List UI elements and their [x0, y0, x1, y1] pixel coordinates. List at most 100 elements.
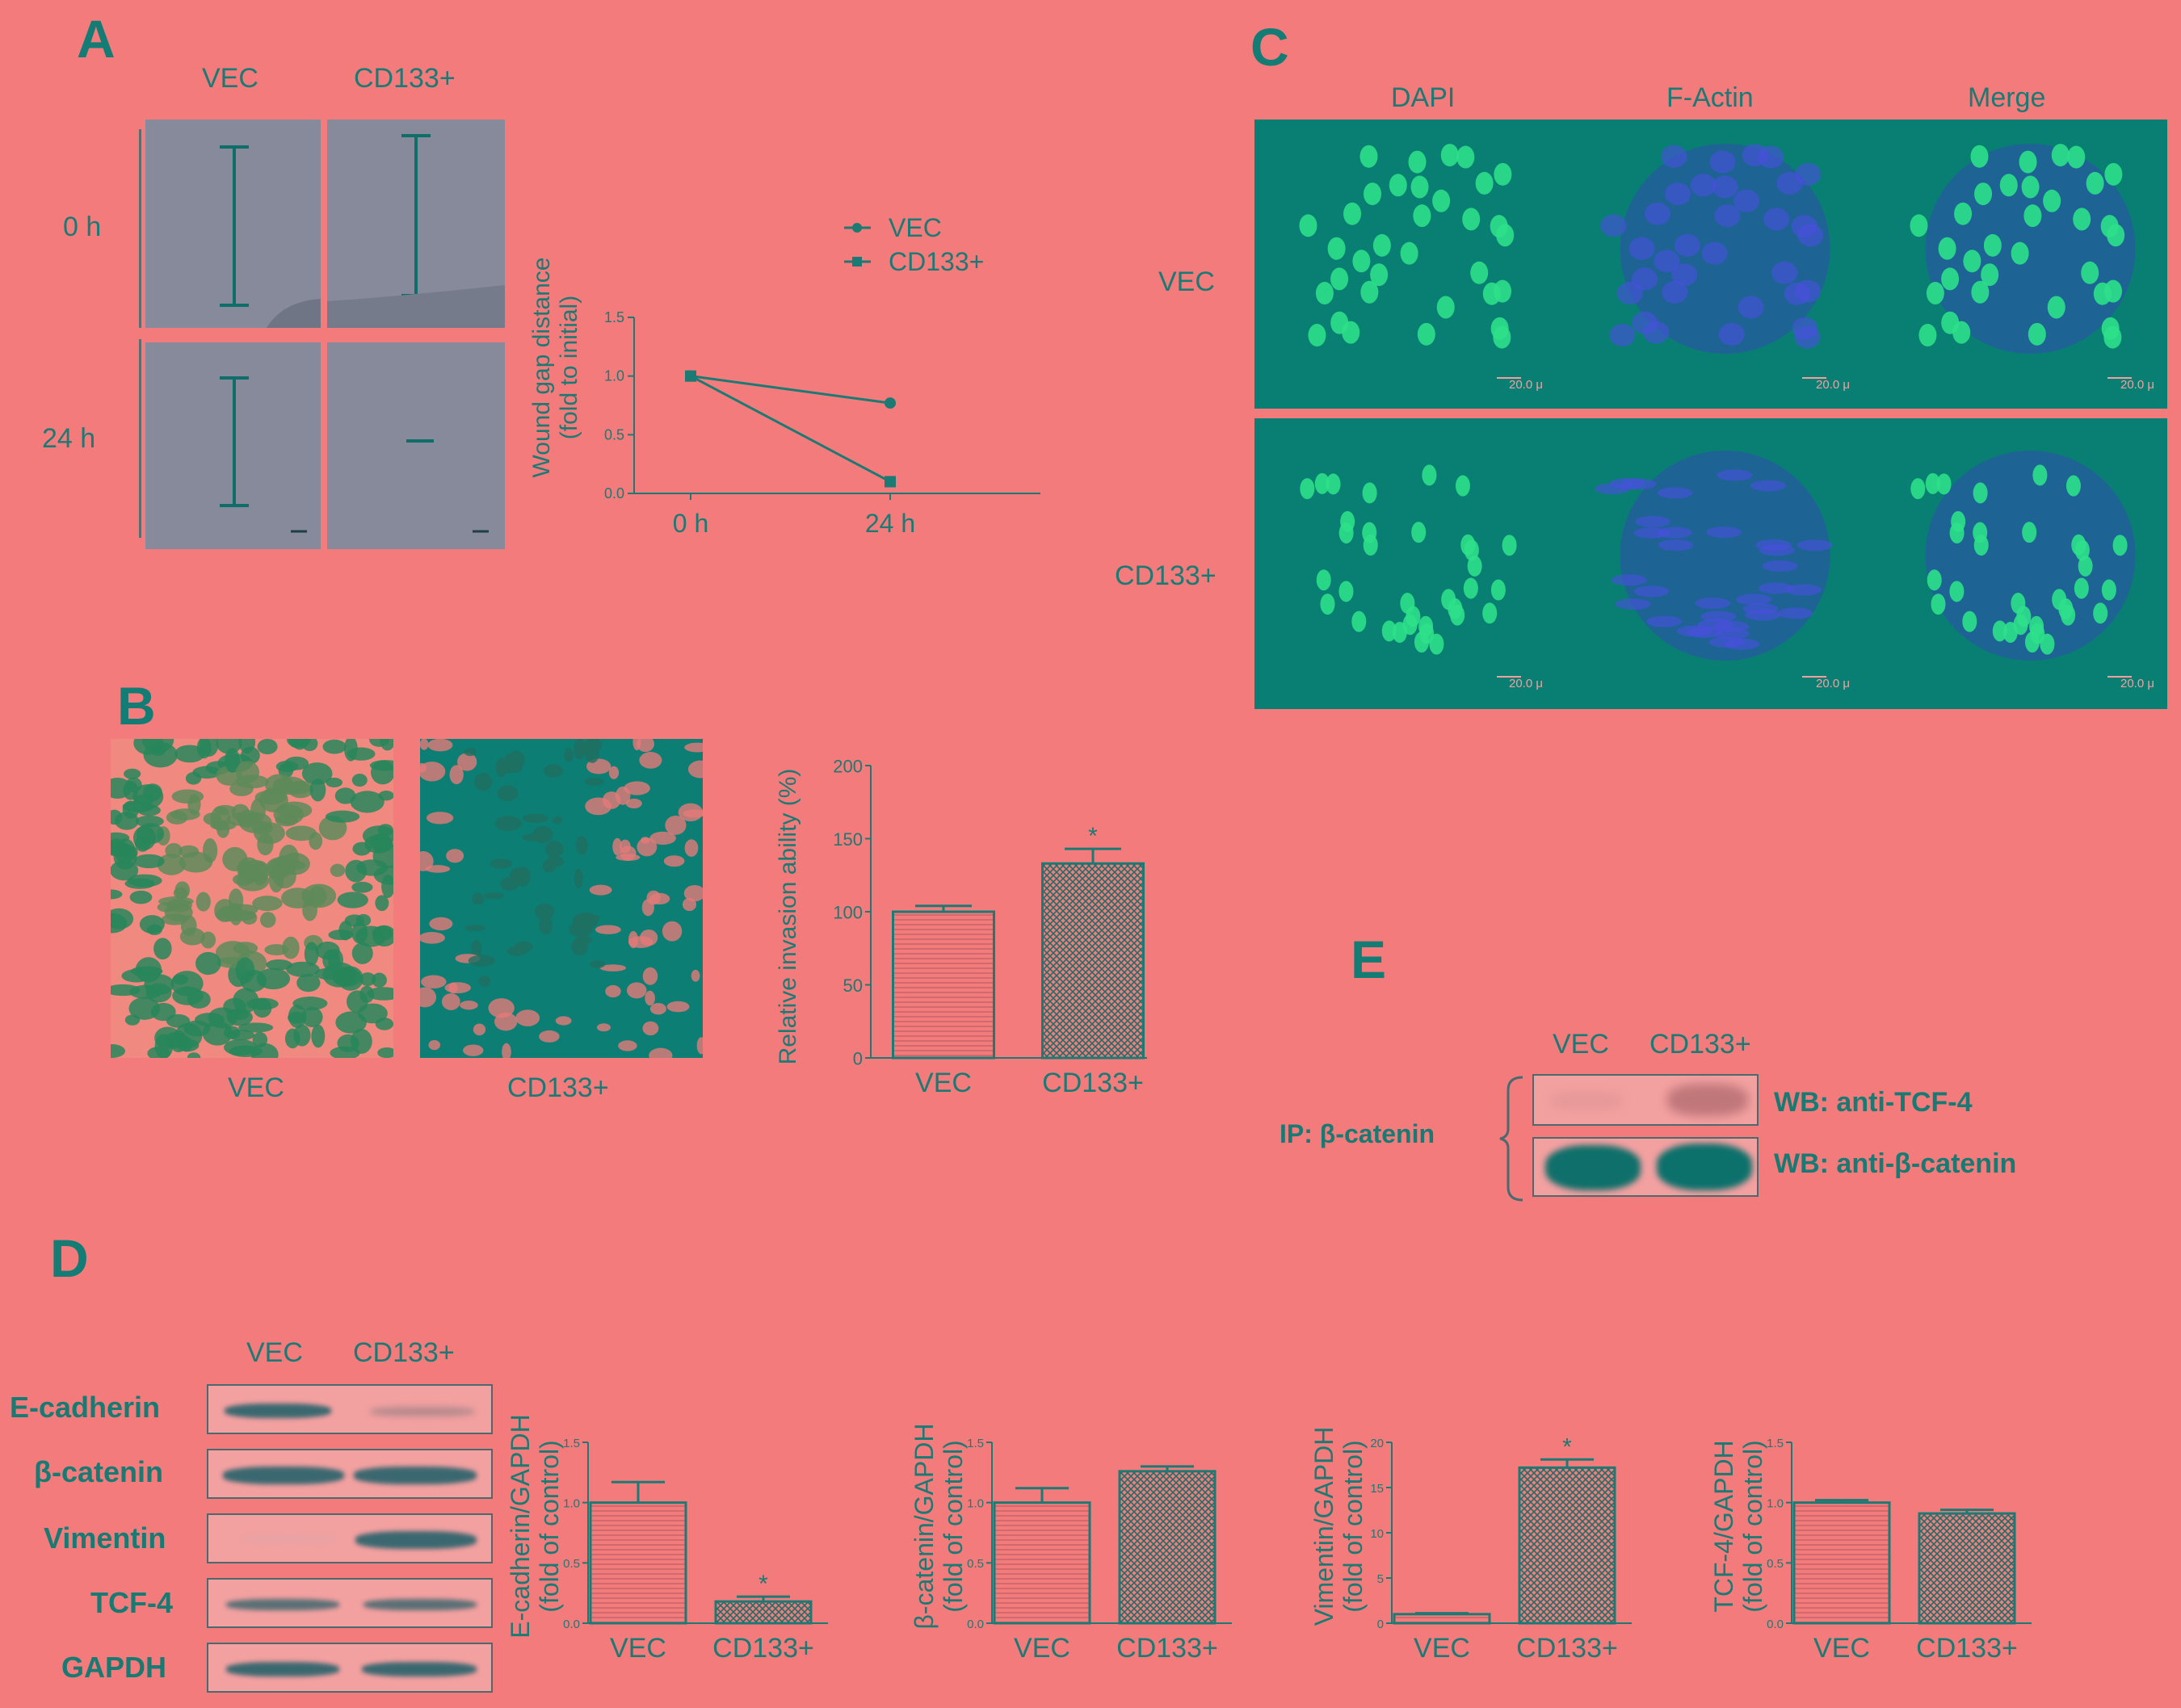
- y-axis-label: TCF-4/GAPDH: [1709, 1440, 1738, 1612]
- wound-image-cd133-24h: [327, 342, 505, 549]
- y-tick-label: 0.0: [604, 485, 624, 501]
- x-tick-label: VEC: [915, 1068, 972, 1098]
- row-label-vec: VEC: [1158, 266, 1215, 297]
- y-tick-label: 0: [1377, 1618, 1384, 1631]
- y-axis-label: β-catenin/GAPDH: [910, 1424, 939, 1630]
- col-label-vec: VEC: [202, 63, 258, 94]
- panel-letter-d: D: [50, 1228, 89, 1288]
- ip-label: IP: β-catenin: [1280, 1119, 1435, 1148]
- scale-bar-label: 20.0 μ: [1509, 677, 1544, 690]
- scale-bar-label: 20.0 μ: [1509, 378, 1544, 392]
- invasion-label-cd133: CD133+: [507, 1072, 609, 1103]
- y-tick-label: 0.5: [604, 426, 624, 443]
- bar: [892, 910, 995, 1060]
- legend-marker: [852, 223, 862, 233]
- blot-gapdh: [207, 1643, 493, 1693]
- y-tick-label: 0.0: [563, 1618, 580, 1631]
- y-tick-label: 20: [1370, 1437, 1384, 1450]
- bar: [1792, 1501, 1891, 1625]
- ip-bracket: [1499, 1076, 1523, 1202]
- y-tick-label: 1.0: [563, 1496, 580, 1510]
- y-tick-label: 0: [853, 1048, 863, 1068]
- x-tick-label: 0 h: [673, 509, 708, 538]
- densitometry-chart: 0.0 0.5 1.0 1.5 VEC * CD133+ E-cadherin/GAPDH (f…: [506, 1414, 828, 1664]
- y-tick-label: 0.0: [967, 1618, 984, 1631]
- blot-tcf4: [207, 1578, 493, 1628]
- densitometry-charts: 0.0 0.5 1.0 1.5 VEC * CD133+ E-cadherin/GAPDH (f…: [506, 1414, 2032, 1664]
- scale-bar-label: 20.0 μ: [2120, 378, 2155, 392]
- bar: [1041, 862, 1145, 1060]
- scale-bar-label: 20.0 μ: [1816, 378, 1851, 392]
- e-lane-label-cd133: CD133+: [1649, 1029, 1751, 1060]
- bracket-0h: [139, 129, 141, 328]
- y-tick-label: 1.5: [1767, 1437, 1784, 1450]
- data-point: [885, 476, 896, 488]
- protein-label-vimentin: Vimentin: [44, 1521, 166, 1555]
- y-axis-label: (fold of control): [1338, 1440, 1368, 1612]
- bar: [1518, 1466, 1616, 1625]
- col-label-merge: Merge: [1968, 82, 2046, 113]
- blot-vimentin: [207, 1513, 493, 1563]
- y-tick-label: 1.0: [967, 1496, 984, 1510]
- bracket-24h: [139, 339, 141, 538]
- x-tick-label: VEC: [1014, 1633, 1070, 1664]
- bar: [589, 1501, 687, 1625]
- y-tick-label: 100: [833, 902, 863, 922]
- significance-marker: *: [1088, 823, 1098, 850]
- wound-image-cd133-0h: [327, 120, 505, 328]
- y-tick-label: 10: [1370, 1527, 1384, 1541]
- e-lane-label-vec: VEC: [1553, 1029, 1609, 1060]
- bar: [1393, 1613, 1491, 1625]
- significance-marker: *: [1562, 1433, 1572, 1460]
- row-label-24h: 24 h: [42, 423, 96, 454]
- x-tick-label: CD133+: [1042, 1068, 1144, 1098]
- bar: [1918, 1512, 2016, 1625]
- data-point: [685, 370, 696, 382]
- y-tick-label: 15: [1370, 1482, 1384, 1496]
- wound-gap-chart: 0.0 0.5 1.0 1.5 0 h 24 h VEC CD133+ Wound gap di…: [528, 213, 1040, 538]
- bar: [714, 1600, 813, 1625]
- blot-bcatenin-ip: [1532, 1137, 1759, 1197]
- wb-label-tcf4: WB: anti-TCF-4: [1774, 1087, 1973, 1118]
- y-tick-label: 150: [833, 829, 863, 850]
- wound-image-vec-0h: [145, 120, 321, 328]
- x-tick-label: VEC: [1414, 1633, 1470, 1664]
- invasion-image-cd133: [420, 739, 703, 1058]
- scale-bar-label: 20.0 μ: [1816, 677, 1851, 690]
- d-lane-label-cd133: CD133+: [353, 1337, 455, 1368]
- y-tick-label: 0.5: [1767, 1557, 1784, 1571]
- protein-label-tcf4: TCF-4: [90, 1586, 173, 1619]
- protein-label-bcatenin: β-catenin: [34, 1455, 163, 1488]
- y-tick-label: 0.0: [1767, 1618, 1784, 1631]
- y-axis-label: E-cadherin/GAPDH: [506, 1414, 535, 1638]
- panel-letter-a: A: [77, 9, 116, 69]
- x-tick-label: CD133+: [1916, 1633, 2018, 1664]
- invasion-image-vec: [111, 739, 393, 1058]
- col-label-dapi: DAPI: [1391, 82, 1456, 113]
- x-tick-label: CD133+: [1516, 1633, 1618, 1664]
- x-tick-label: CD133+: [1116, 1633, 1218, 1664]
- y-tick-label: 1.0: [604, 368, 624, 384]
- wb-label-bcatenin: WB: anti-β-catenin: [1774, 1148, 2017, 1179]
- y-axis-label: (fold of control): [939, 1440, 968, 1612]
- legend-marker: [852, 257, 862, 266]
- significance-marker: *: [759, 1571, 768, 1597]
- invasion-label-vec: VEC: [228, 1072, 284, 1103]
- y-tick-label: 50: [843, 976, 863, 996]
- series-line: [690, 375, 891, 405]
- blot-ecadherin: [207, 1384, 493, 1434]
- y-axis-label: Relative invasion ability (%): [775, 769, 801, 1065]
- fluorescence-row-cd133: [1254, 418, 2167, 709]
- y-tick-label: 0.5: [563, 1557, 580, 1571]
- blot-tcf4-ip: [1532, 1074, 1759, 1126]
- y-axis-label: (fold to initial): [556, 296, 582, 439]
- x-tick-label: CD133+: [712, 1633, 814, 1664]
- panel-letter-c: C: [1250, 17, 1289, 77]
- row-label-cd133: CD133+: [1115, 560, 1217, 591]
- col-label-factin: F-Actin: [1666, 82, 1754, 113]
- bar: [1118, 1470, 1217, 1625]
- protein-label-ecadherin: E-cadherin: [10, 1391, 161, 1424]
- panel-letter-b: B: [117, 676, 156, 736]
- wound-image-vec-24h: [145, 342, 321, 549]
- fluorescence-row-vec: [1254, 120, 2167, 409]
